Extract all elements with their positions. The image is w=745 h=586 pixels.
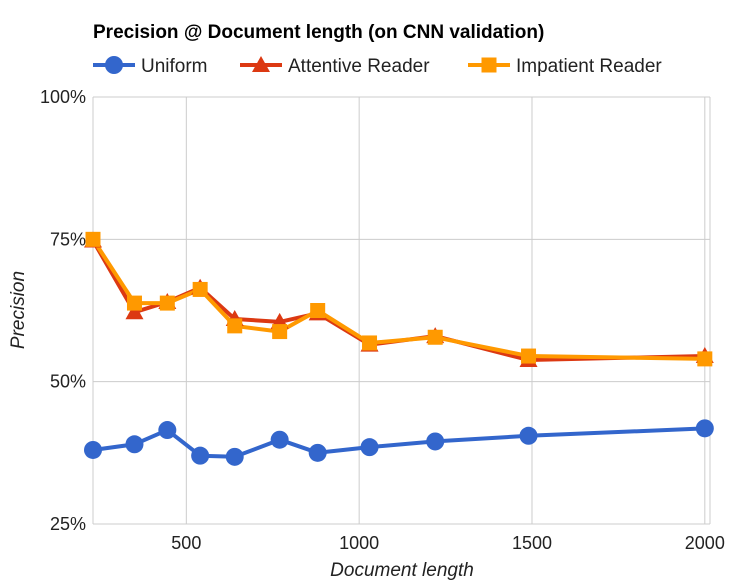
legend-label-uniform: Uniform [141,56,208,77]
data-point-impatient-reader [126,295,142,311]
data-point-uniform [125,435,144,454]
chart-title: Precision @ Document length (on CNN vali… [93,22,544,43]
data-point-uniform [360,438,379,457]
gridlines [92,96,711,525]
data-point-uniform [84,440,102,459]
data-point-impatient-reader [427,329,443,345]
legend-label-impatient-reader: Impatient Reader [516,56,662,77]
data-point-uniform [225,447,244,466]
y-tick-label: 100% [40,87,86,107]
data-point-uniform [308,443,327,462]
data-point-impatient-reader [310,303,326,318]
data-point-uniform [695,419,714,438]
legend-label-attentive-reader: Attentive Reader [288,56,430,77]
data-point-impatient-reader [159,295,175,311]
data-point-impatient-reader [697,351,713,367]
legend: Uniform Attentive Reader Impatient Reader [93,56,662,77]
y-tick-label: 25% [50,514,86,534]
data-point-uniform [426,432,445,451]
data-point-impatient-reader [85,231,101,247]
x-axis-title: Document length [330,560,474,581]
data-point-uniform [270,430,289,449]
series-line-impatient-reader [91,238,705,361]
y-axis-ticks: 25% 50% 75% 100% [40,87,86,534]
legend-marker-uniform [105,56,123,74]
data-point-uniform [191,446,210,465]
series-line-uniform [92,426,705,459]
x-tick-label: 1000 [339,533,379,553]
data-point-uniform [519,426,538,445]
series-points [84,231,714,466]
series-lines [91,238,705,459]
legend-marker-impatient-reader [481,57,497,73]
x-tick-label: 1500 [512,533,552,553]
data-point-impatient-reader [227,318,243,334]
legend-marker-attentive-reader [252,56,270,72]
data-point-impatient-reader [272,324,288,340]
y-tick-label: 50% [50,372,86,392]
data-point-uniform [158,421,177,440]
y-axis-title: Precision [8,271,29,349]
data-point-attentive-reader [125,303,144,320]
y-tick-label: 75% [50,229,86,249]
x-axis-ticks: 500 1000 1500 2000 [171,533,725,553]
data-point-impatient-reader [362,335,378,351]
data-point-impatient-reader [192,281,208,297]
x-tick-label: 500 [171,533,201,553]
data-point-impatient-reader [521,348,537,364]
x-tick-label: 2000 [685,533,725,553]
